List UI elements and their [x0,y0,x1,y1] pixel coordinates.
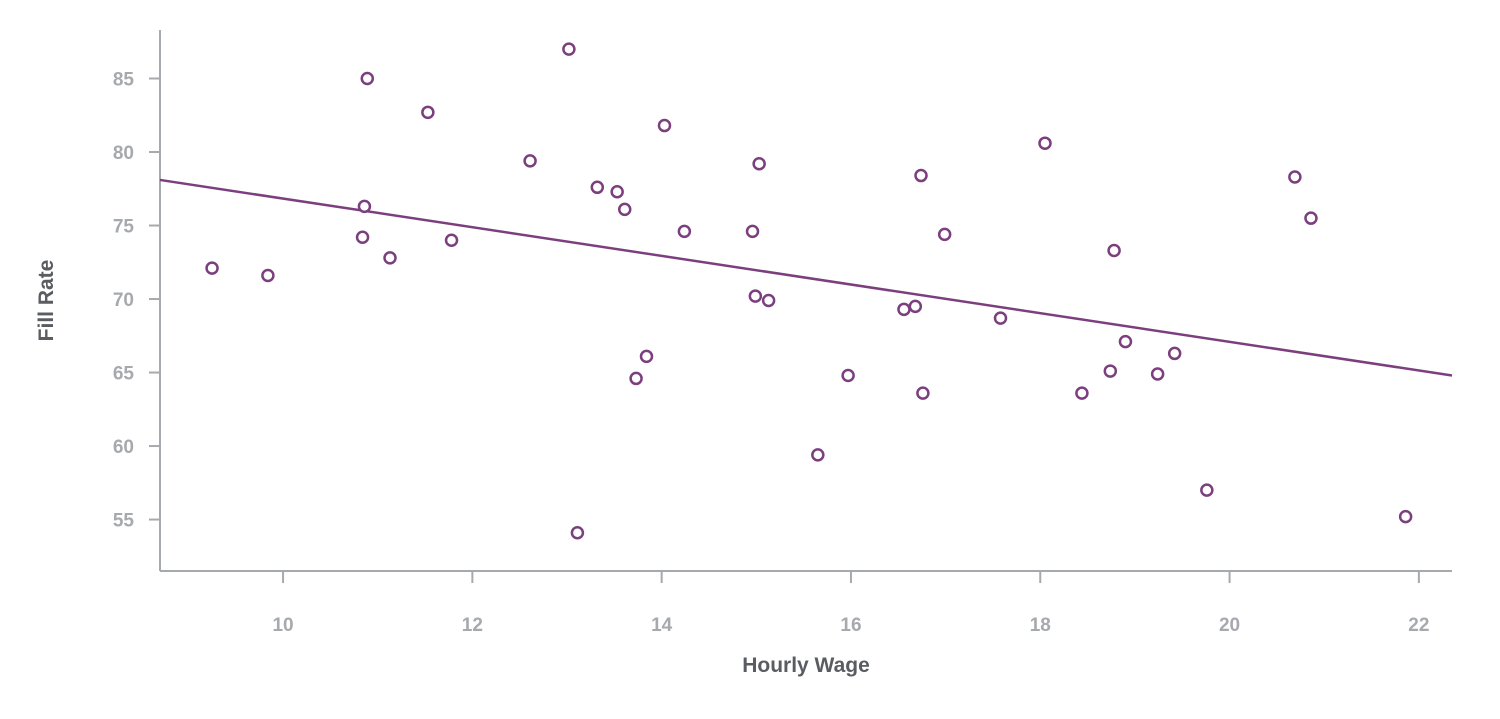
data-point [677,224,692,239]
data-point [1075,386,1089,400]
data-point [562,42,576,56]
data-point [1288,170,1302,184]
trendline-layer [159,178,1453,377]
data-point [1150,367,1165,381]
x-tick-label: 16 [840,615,861,636]
data-point [1118,334,1133,349]
x-tick-label: 12 [462,615,483,636]
data-point [657,118,672,133]
data-point [1107,243,1121,258]
data-point [811,448,825,462]
y-tick-label: 80 [113,143,134,164]
x-tick-label: 22 [1408,615,1429,636]
y-tick-label: 55 [113,511,135,532]
data-point [570,526,585,540]
x-tick-label: 20 [1219,615,1240,636]
data-point [1038,136,1052,150]
data-point [761,293,776,308]
data-point [629,371,643,386]
trendline [159,178,1453,377]
data-point [752,157,766,171]
data-point [916,386,930,400]
data-point [1398,509,1413,524]
x-tick-label: 18 [1030,615,1051,636]
data-point [360,71,375,86]
data-point [355,230,370,245]
x-axis-title: Hourly Wage [742,654,870,677]
data-point [357,199,372,214]
data-point [1103,364,1118,378]
data-point [1304,211,1318,225]
data-point [205,261,219,275]
y-tick-label: 85 [113,70,135,91]
y-tick-label: 65 [113,364,135,385]
data-point [1200,483,1214,497]
data-point [914,168,928,183]
data-point [993,311,1008,325]
data-point [748,289,763,303]
data-point [908,299,923,314]
x-tick-label: 10 [272,615,293,636]
data-point [841,368,855,383]
x-tick-label: 14 [651,615,673,636]
y-tick-label: 75 [113,217,135,238]
y-tick-label: 70 [113,290,134,311]
data-point [937,227,952,242]
points-layer [205,42,1413,540]
data-point [523,154,537,168]
data-point [590,180,605,195]
data-point [617,202,632,217]
y-axis-title: Fill Rate [35,260,58,342]
data-point [383,251,397,265]
data-point [745,224,760,239]
axes: 55 60 65 70 75 80 85 10 12 14 16 18 20 22 [113,30,1452,636]
data-point [444,233,459,247]
y-tick-label: 60 [113,437,134,458]
data-point [639,349,654,364]
data-point [897,302,911,317]
data-point [610,184,624,199]
data-point [1167,346,1182,361]
data-point [261,268,275,283]
data-point [421,105,435,120]
